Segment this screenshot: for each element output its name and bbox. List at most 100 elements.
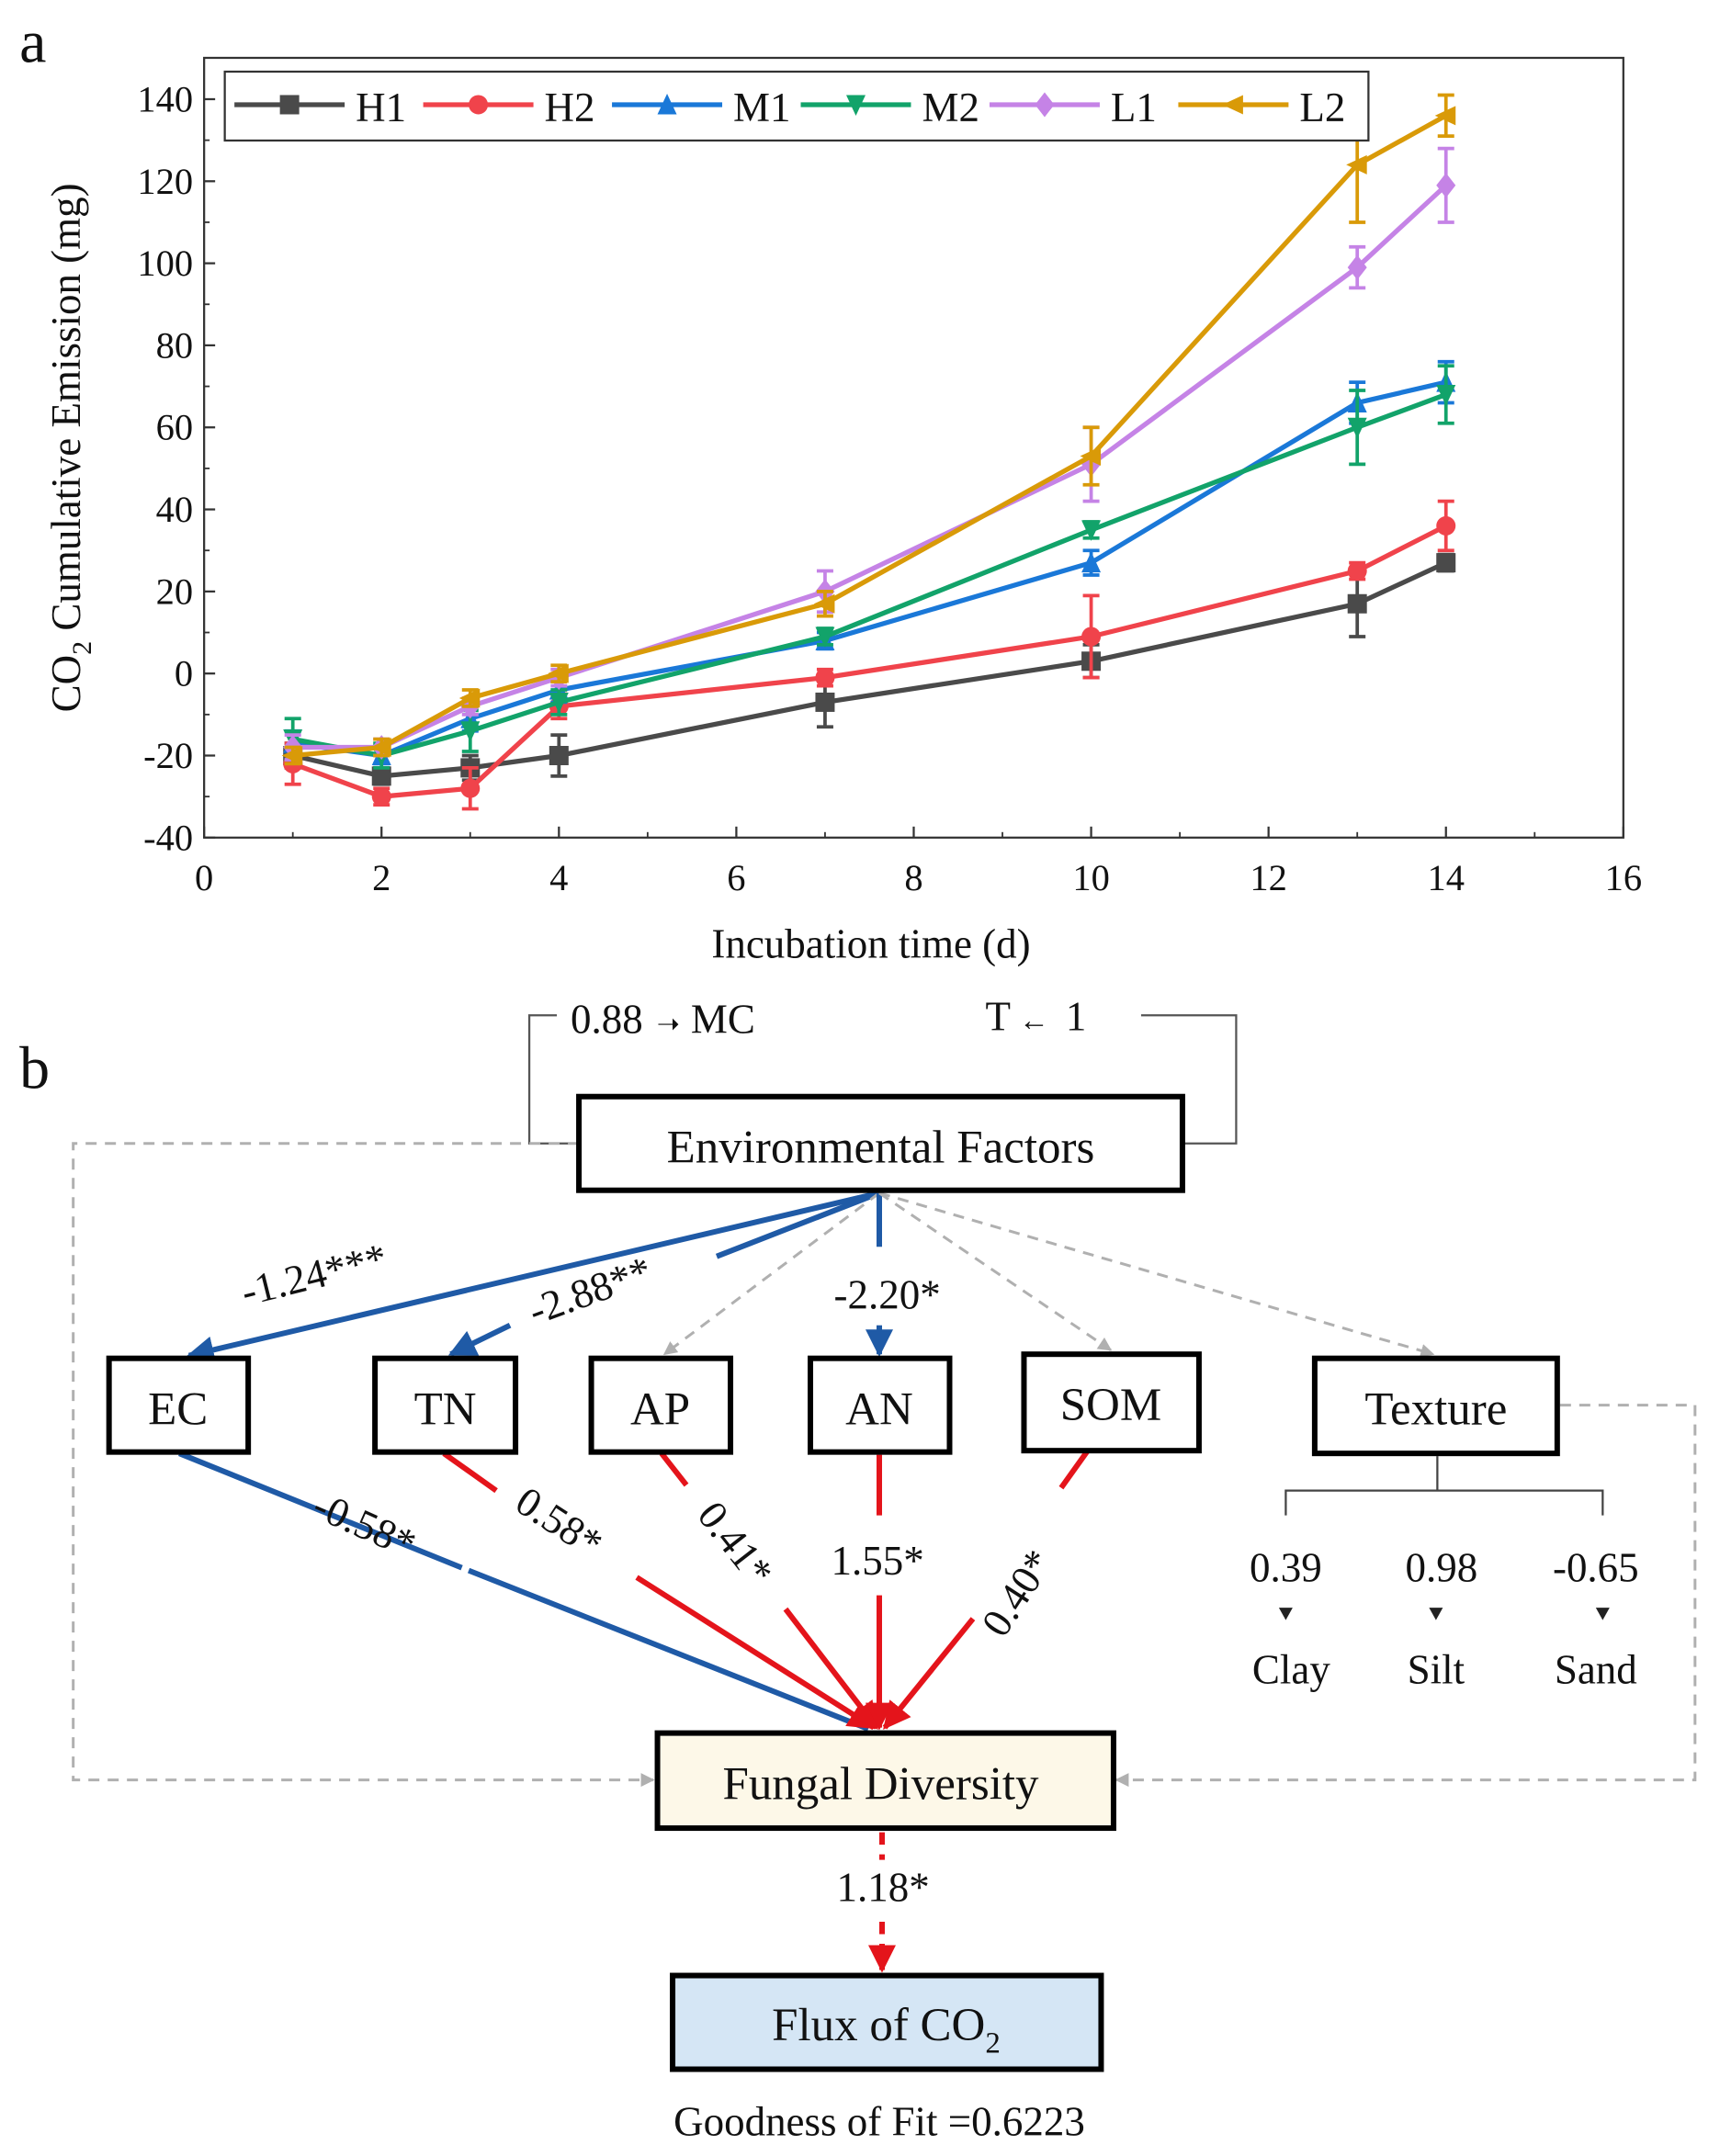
coef-tn-fd: 0.58* bbox=[508, 1478, 611, 1567]
y-tick-label: 120 bbox=[137, 161, 193, 202]
data-point bbox=[458, 688, 481, 708]
x-tick-label: 8 bbox=[904, 857, 922, 898]
t-loading: T ← 1 bbox=[985, 994, 1086, 1040]
path-env-texture bbox=[878, 1191, 1435, 1358]
legend-label-l1: L1 bbox=[1111, 85, 1157, 130]
data-point bbox=[281, 745, 303, 765]
x-tick-label: 12 bbox=[1250, 857, 1286, 898]
data-point bbox=[1347, 561, 1367, 581]
x-tick-label: 0 bbox=[195, 857, 213, 898]
node-som: SOM bbox=[1021, 1351, 1202, 1454]
arrow-down-icon bbox=[1595, 1608, 1610, 1620]
path-tn-fd-a bbox=[442, 1451, 498, 1494]
data-point bbox=[460, 721, 481, 742]
x-tick-label: 10 bbox=[1072, 857, 1109, 898]
node-label: TN bbox=[414, 1384, 477, 1436]
y-tick-label: 40 bbox=[156, 489, 193, 530]
legend-marker bbox=[657, 93, 677, 115]
x-tick-label: 16 bbox=[1605, 857, 1642, 898]
data-point bbox=[815, 668, 835, 688]
t-bracket bbox=[1140, 1014, 1238, 1145]
data-point bbox=[1434, 106, 1456, 126]
series-line-h1 bbox=[292, 560, 1447, 779]
data-point bbox=[1346, 154, 1367, 175]
series-line-l1 bbox=[292, 183, 1448, 751]
data-point bbox=[815, 626, 835, 648]
series-m2 bbox=[283, 364, 1456, 770]
node-label: Environmental Factors bbox=[667, 1123, 1095, 1174]
node-label: Fungal Diversity bbox=[722, 1759, 1039, 1811]
texture-part-silt: 0.98 Silt bbox=[1405, 1545, 1477, 1693]
sem-diagram: b 0.88 ➝ MC T ← 1 -1.24*** -2.88** -2.20* -0 bbox=[19, 994, 1697, 2145]
data-point bbox=[460, 778, 481, 798]
series-l2 bbox=[281, 93, 1456, 766]
panel-a-label: a bbox=[19, 8, 46, 75]
line-chart: 0 2 4 6 8 10 12 14 16 -40 -20 0 20 40 60 80 100 120 140 H1… bbox=[43, 56, 1642, 966]
clay-label: Clay bbox=[1252, 1647, 1330, 1693]
legend-label-m2: M2 bbox=[922, 85, 979, 130]
node-label: SOM bbox=[1060, 1380, 1161, 1431]
y-axis-title: CO2 Cumulative Emission (mg) bbox=[43, 183, 97, 712]
data-point bbox=[549, 692, 569, 714]
coef-ec-fd: -0.58* bbox=[307, 1482, 423, 1567]
legend-marker bbox=[846, 95, 866, 116]
y-tick-label: 60 bbox=[156, 407, 193, 448]
data-point bbox=[1081, 551, 1102, 573]
coef-som-fd: 0.40* bbox=[972, 1541, 1061, 1644]
node-environmental-factors: Environmental Factors bbox=[576, 1093, 1185, 1193]
data-point bbox=[371, 786, 391, 807]
sand-label: Sand bbox=[1555, 1647, 1637, 1693]
legend-label-l2: L2 bbox=[1299, 85, 1345, 130]
y-tick-label: 0 bbox=[175, 653, 193, 694]
y-tick-label: -20 bbox=[143, 735, 193, 776]
legend-marker bbox=[279, 95, 300, 115]
path-ap-fd-a bbox=[659, 1451, 689, 1487]
path-env-tn-a bbox=[715, 1190, 881, 1259]
x-tick-label: 2 bbox=[372, 857, 390, 898]
x-tick-label: 14 bbox=[1427, 857, 1464, 898]
node-label: AP bbox=[630, 1384, 690, 1436]
env-to-fungal-dashed-path bbox=[72, 1142, 655, 1788]
goodness-of-fit: Goodness of Fit =0.6223 bbox=[673, 2099, 1085, 2145]
data-point bbox=[1347, 417, 1367, 439]
y-tick-label: -40 bbox=[143, 817, 193, 858]
path-env-ec bbox=[186, 1190, 880, 1364]
data-point bbox=[1347, 593, 1367, 614]
node-label: Flux of CO2 bbox=[772, 2000, 1001, 2060]
legend: H1 H2 M1 M2 L1 L2 bbox=[223, 70, 1370, 142]
legend-box bbox=[223, 70, 1370, 142]
path-som-fd-b bbox=[882, 1617, 976, 1730]
y-tick-label: 140 bbox=[137, 78, 193, 119]
node-label: EC bbox=[148, 1384, 208, 1436]
panel-b-label: b bbox=[19, 1035, 50, 1102]
y-tick-label: 100 bbox=[137, 243, 193, 284]
data-point bbox=[548, 663, 569, 683]
series-line-m2 bbox=[292, 392, 1447, 759]
path-env-ap bbox=[662, 1191, 880, 1356]
data-point bbox=[1347, 254, 1367, 280]
series-h2 bbox=[283, 499, 1456, 811]
path-env-som bbox=[878, 1191, 1113, 1351]
node-ec: EC bbox=[106, 1355, 252, 1455]
data-point bbox=[815, 692, 835, 712]
x-axis-title: Incubation time (d) bbox=[711, 920, 1030, 966]
data-point bbox=[1436, 173, 1456, 198]
legend-label-h1: H1 bbox=[356, 85, 406, 130]
x-tick-label: 4 bbox=[549, 857, 568, 898]
data-point bbox=[1436, 385, 1456, 406]
x-tick-label: 6 bbox=[727, 857, 745, 898]
coef-fd-flux: 1.18* bbox=[837, 1865, 930, 1911]
series-line-h2 bbox=[291, 524, 1447, 799]
series-l1 bbox=[283, 146, 1456, 762]
y-tick-label: 80 bbox=[156, 324, 193, 366]
silt-label: Silt bbox=[1408, 1647, 1465, 1693]
clay-value: 0.39 bbox=[1250, 1545, 1322, 1591]
node-tn: TN bbox=[372, 1355, 519, 1455]
data-point bbox=[1080, 446, 1102, 466]
node-texture: Texture bbox=[1311, 1355, 1560, 1457]
coef-env-an: -2.20* bbox=[834, 1272, 941, 1318]
path-tn-fd-b bbox=[635, 1575, 877, 1731]
node-label: AN bbox=[845, 1384, 913, 1436]
texture-to-fungal-dashed-path bbox=[1115, 1404, 1697, 1788]
